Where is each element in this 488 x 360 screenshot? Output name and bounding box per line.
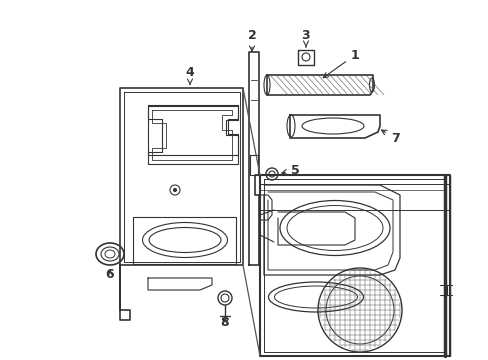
Text: 1: 1 [323, 49, 359, 78]
Text: 3: 3 [301, 28, 310, 47]
Text: 7: 7 [381, 130, 399, 144]
Text: 5: 5 [282, 163, 299, 176]
Text: 6: 6 [105, 269, 114, 282]
Circle shape [173, 189, 176, 192]
Text: 4: 4 [185, 66, 194, 84]
Text: 8: 8 [220, 315, 229, 328]
Text: 2: 2 [247, 28, 256, 51]
